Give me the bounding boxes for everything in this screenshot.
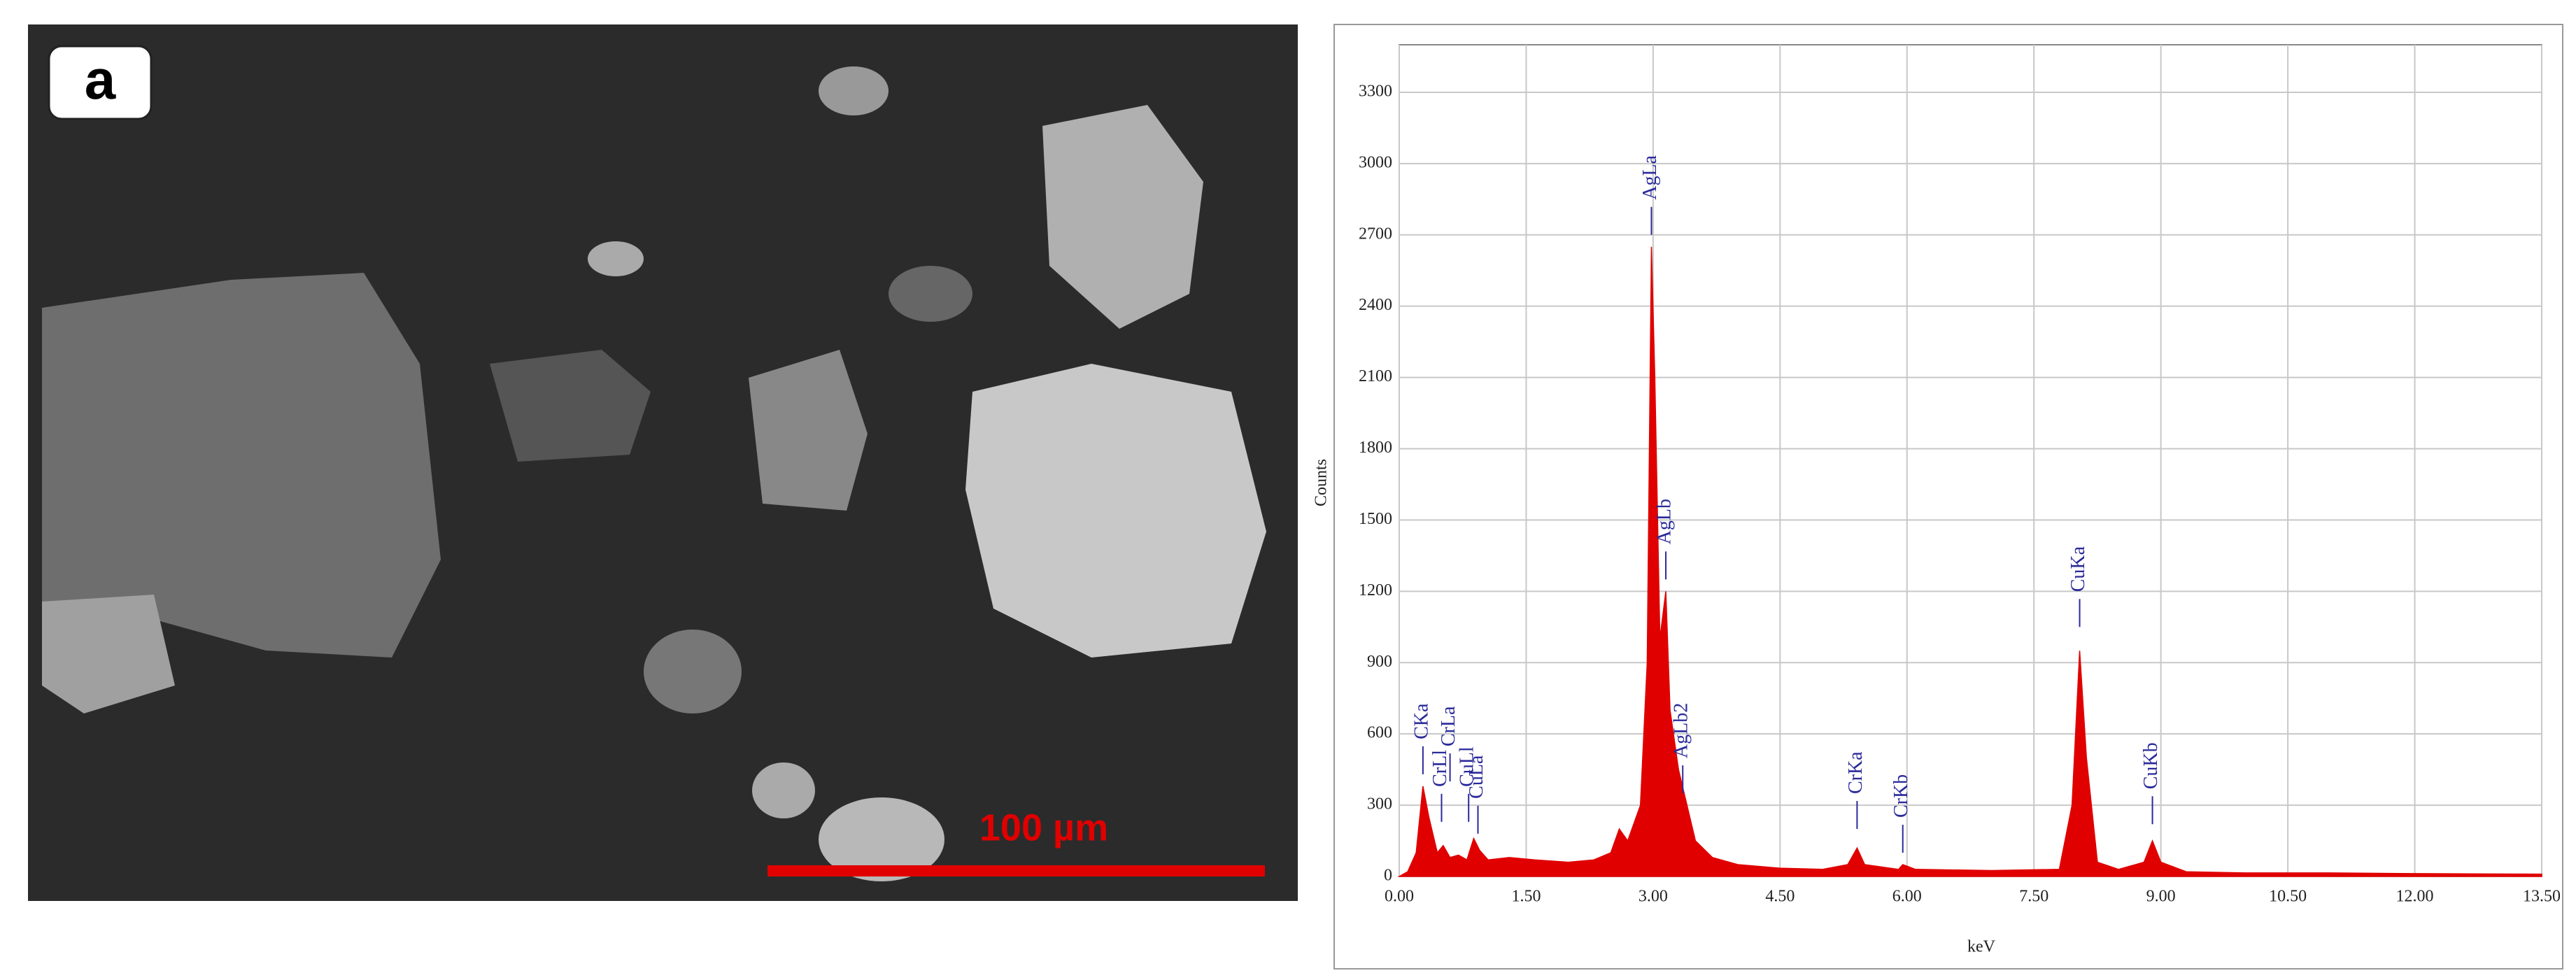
particle (752, 762, 815, 818)
x-tick-label: 3.00 (1639, 888, 1668, 906)
spectrum (1397, 246, 2542, 877)
x-tick-label: 12.00 (2396, 888, 2434, 906)
plot-area (1399, 44, 2542, 877)
eds-spectrum: b Counts keV 030060090012001500180021002… (1312, 24, 2563, 970)
x-axis-label: keV (1967, 938, 1996, 956)
x-tick-label: 4.50 (1765, 888, 1795, 906)
scale-bar-label: 100 µm (979, 807, 1108, 848)
particle (819, 797, 944, 881)
peak-label: AgLb (1653, 499, 1675, 544)
y-tick-label: 2700 (1359, 225, 1392, 243)
y-tick-label: 3000 (1359, 153, 1392, 171)
panel-label: a (85, 48, 116, 111)
peak-label: AgLa (1639, 155, 1661, 199)
x-tick-label: 0.00 (1385, 888, 1414, 906)
y-tick-label: 300 (1367, 795, 1392, 814)
peak-label: CrKa (1845, 751, 1867, 794)
scale-bar (767, 865, 1265, 876)
y-tick-label: 2400 (1359, 296, 1392, 314)
particle (42, 595, 175, 713)
peak-label: CuKa (2067, 546, 2089, 592)
panel-label-box (48, 45, 153, 120)
peak-label: CKa (1410, 703, 1432, 739)
peak-label: CuLl (1457, 746, 1478, 787)
y-tick-label: 0 (1384, 867, 1392, 885)
particle (889, 266, 972, 322)
y-tick-label: 600 (1367, 724, 1392, 742)
particle (644, 630, 742, 713)
particle (749, 350, 868, 511)
y-axis-label: Counts (1312, 459, 1331, 506)
x-tick-label: 6.00 (1892, 888, 1922, 906)
particle (588, 241, 644, 276)
y-tick-label: 1500 (1359, 510, 1392, 528)
particle (42, 273, 441, 658)
peak-label: CuLa (1466, 755, 1487, 799)
x-tick-label: 7.50 (2019, 888, 2048, 906)
peak-label: AgLb2 (1671, 703, 1692, 758)
particle (1042, 105, 1203, 329)
x-tick-label: 13.50 (2523, 888, 2561, 906)
particle (965, 364, 1266, 658)
y-tick-label: 1200 (1359, 581, 1392, 599)
x-tick-label: 10.50 (2269, 888, 2307, 906)
peak-label: CrLl (1429, 750, 1451, 787)
x-tick-label: 1.50 (1511, 888, 1541, 906)
particle (819, 66, 889, 115)
particle (490, 350, 651, 462)
peak-label: CrLa (1438, 706, 1459, 746)
x-tick-label: 9.00 (2146, 888, 2176, 906)
y-tick-label: 1800 (1359, 439, 1392, 457)
y-tick-label: 900 (1367, 653, 1392, 671)
peak-label: CrKb (1890, 774, 1912, 818)
y-tick-label: 2100 (1359, 367, 1392, 385)
peak-label: CuKb (2140, 742, 2162, 789)
sem-image: a 100 µm (28, 24, 1298, 901)
y-tick-label: 3300 (1359, 82, 1392, 100)
